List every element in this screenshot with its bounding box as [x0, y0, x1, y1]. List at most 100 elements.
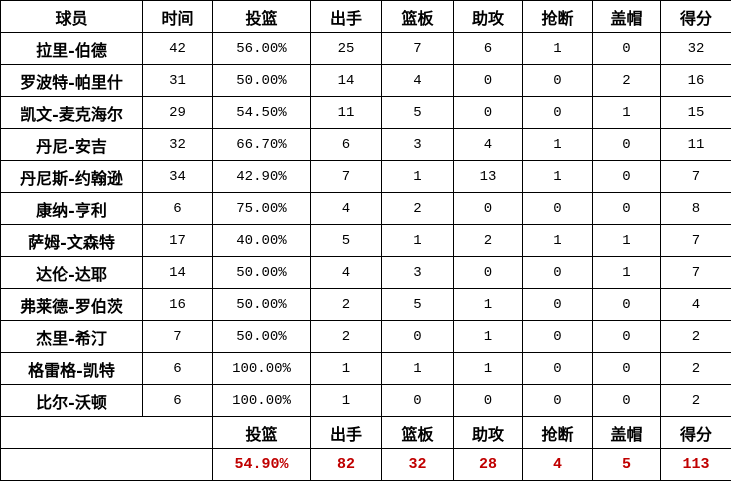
totals-header-assists: 助攻 [453, 416, 523, 449]
cell-rebounds: 2 [381, 192, 454, 225]
cell-fga: 2 [310, 288, 382, 321]
cell-steals: 0 [522, 192, 593, 225]
header-rebounds: 篮板 [381, 0, 454, 33]
cell-fg-pct: 40.00% [212, 224, 311, 257]
cell-minutes: 17 [142, 224, 213, 257]
cell-steals: 1 [522, 128, 593, 161]
cell-fga: 6 [310, 128, 382, 161]
cell-blocks: 0 [592, 352, 661, 385]
cell-assists: 0 [453, 64, 523, 97]
cell-assists: 4 [453, 128, 523, 161]
cell-assists: 0 [453, 384, 523, 417]
cell-minutes: 16 [142, 288, 213, 321]
cell-steals: 1 [522, 32, 593, 65]
cell-points: 2 [660, 384, 731, 417]
cell-points: 8 [660, 192, 731, 225]
header-assists: 助攻 [453, 0, 523, 33]
totals-header-rebounds: 篮板 [381, 416, 454, 449]
cell-assists: 0 [453, 192, 523, 225]
cell-steals: 0 [522, 96, 593, 129]
totals-header-blocks: 盖帽 [592, 416, 661, 449]
cell-blocks: 0 [592, 320, 661, 353]
table-row: 拉里-伯德 42 56.00% 25 7 6 1 0 32 [0, 32, 731, 65]
total-fg-pct: 54.90% [212, 448, 311, 481]
cell-steals: 0 [522, 384, 593, 417]
cell-player: 格雷格-凯特 [0, 352, 143, 385]
total-points: 113 [660, 448, 731, 481]
cell-fga: 14 [310, 64, 382, 97]
total-rebounds: 32 [381, 448, 454, 481]
cell-fga: 11 [310, 96, 382, 129]
cell-steals: 1 [522, 224, 593, 257]
table-row: 康纳-亨利 6 75.00% 4 2 0 0 0 8 [0, 192, 731, 225]
totals-header-fga: 出手 [310, 416, 382, 449]
cell-blocks: 0 [592, 160, 661, 193]
table-row: 萨姆-文森特 17 40.00% 5 1 2 1 1 7 [0, 224, 731, 257]
table-row: 丹尼斯-约翰逊 34 42.90% 7 1 13 1 0 7 [0, 160, 731, 193]
cell-points: 15 [660, 96, 731, 129]
table-row: 罗波特-帕里什 31 50.00% 14 4 0 0 2 16 [0, 64, 731, 97]
cell-minutes: 7 [142, 320, 213, 353]
cell-rebounds: 3 [381, 256, 454, 289]
cell-player: 拉里-伯德 [0, 32, 143, 65]
cell-points: 7 [660, 160, 731, 193]
cell-fg-pct: 50.00% [212, 64, 311, 97]
cell-player: 凯文-麦克海尔 [0, 96, 143, 129]
cell-player: 萨姆-文森特 [0, 224, 143, 257]
cell-fg-pct: 50.00% [212, 288, 311, 321]
cell-minutes: 6 [142, 192, 213, 225]
cell-blocks: 0 [592, 192, 661, 225]
cell-player: 罗波特-帕里什 [0, 64, 143, 97]
cell-assists: 2 [453, 224, 523, 257]
cell-player: 比尔-沃顿 [0, 384, 143, 417]
total-steals: 4 [522, 448, 593, 481]
cell-rebounds: 1 [381, 160, 454, 193]
totals-header-points: 得分 [660, 416, 731, 449]
cell-steals: 0 [522, 352, 593, 385]
cell-points: 2 [660, 352, 731, 385]
cell-rebounds: 5 [381, 96, 454, 129]
totals-header-fg-pct: 投篮 [212, 416, 311, 449]
cell-points: 7 [660, 256, 731, 289]
cell-steals: 0 [522, 64, 593, 97]
empty-cell [0, 416, 213, 449]
cell-rebounds: 1 [381, 352, 454, 385]
cell-fg-pct: 66.70% [212, 128, 311, 161]
cell-fg-pct: 100.00% [212, 352, 311, 385]
cell-rebounds: 7 [381, 32, 454, 65]
cell-rebounds: 0 [381, 384, 454, 417]
cell-player: 杰里-希汀 [0, 320, 143, 353]
header-blocks: 盖帽 [592, 0, 661, 33]
cell-fga: 25 [310, 32, 382, 65]
cell-fg-pct: 54.50% [212, 96, 311, 129]
cell-player: 丹尼-安吉 [0, 128, 143, 161]
cell-blocks: 0 [592, 32, 661, 65]
cell-minutes: 34 [142, 160, 213, 193]
cell-fg-pct: 42.90% [212, 160, 311, 193]
cell-fg-pct: 100.00% [212, 384, 311, 417]
cell-rebounds: 4 [381, 64, 454, 97]
cell-player: 达伦-达耶 [0, 256, 143, 289]
header-minutes: 时间 [142, 0, 213, 33]
cell-fga: 4 [310, 256, 382, 289]
cell-fga: 4 [310, 192, 382, 225]
table-row: 达伦-达耶 14 50.00% 4 3 0 0 1 7 [0, 256, 731, 289]
header-fga: 出手 [310, 0, 382, 33]
cell-points: 2 [660, 320, 731, 353]
cell-blocks: 0 [592, 288, 661, 321]
cell-fga: 5 [310, 224, 382, 257]
header-player: 球员 [0, 0, 143, 33]
cell-steals: 0 [522, 288, 593, 321]
cell-points: 16 [660, 64, 731, 97]
cell-fg-pct: 75.00% [212, 192, 311, 225]
cell-fg-pct: 50.00% [212, 256, 311, 289]
header-steals: 抢断 [522, 0, 593, 33]
table-row: 凯文-麦克海尔 29 54.50% 11 5 0 0 1 15 [0, 96, 731, 129]
cell-fga: 7 [310, 160, 382, 193]
cell-minutes: 42 [142, 32, 213, 65]
cell-blocks: 1 [592, 256, 661, 289]
cell-assists: 1 [453, 352, 523, 385]
cell-fga: 1 [310, 384, 382, 417]
totals-header-row: 投篮 出手 篮板 助攻 抢断 盖帽 得分 [0, 416, 731, 449]
totals-header-steals: 抢断 [522, 416, 593, 449]
